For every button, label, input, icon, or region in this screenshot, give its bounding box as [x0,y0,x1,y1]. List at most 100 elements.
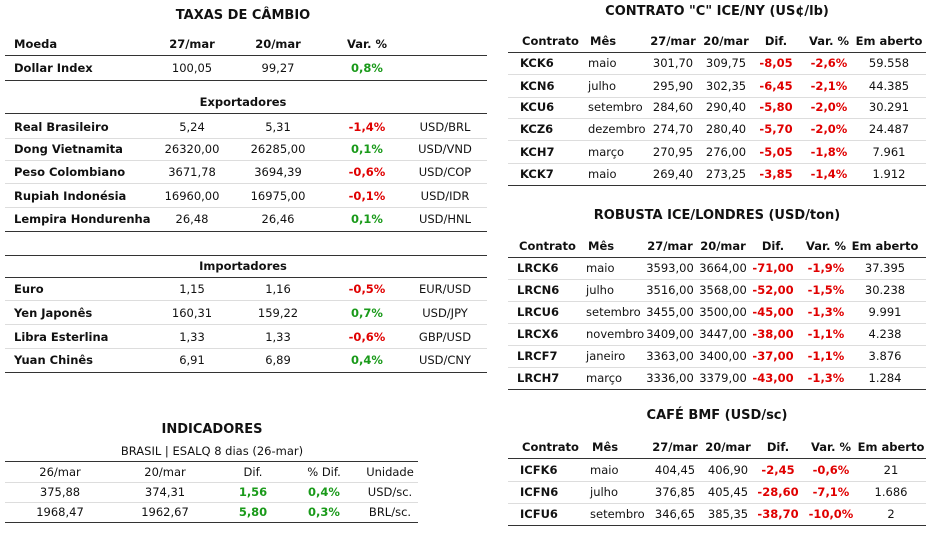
rule [5,207,487,208]
cell: -38,00 [752,327,794,341]
cell: GBP/USD [418,330,472,344]
cell: -1,1% [807,349,845,363]
cell: 3568,00 [699,283,747,297]
cell: setembro [590,507,645,521]
cell: USD/JPY [422,306,468,320]
cell: 3516,00 [646,283,694,297]
row-label: Dong Vietnamita [14,142,123,156]
row-label: KCZ6 [520,122,554,136]
cell: março [588,145,625,159]
cell: -0,5% [348,282,386,296]
rule [5,348,487,349]
column-header: 27/mar [652,440,698,454]
cell: 3379,00 [699,371,747,385]
cell: USD/HNL [418,212,472,226]
rule [508,345,926,346]
cell: 290,40 [705,100,747,114]
rule [508,257,926,258]
cell: 0,4% [308,485,340,499]
cell: BRL/sc. [368,505,412,519]
cell: julho [588,79,617,93]
cell: 160,31 [171,306,213,320]
cell: 1,16 [265,282,291,296]
column-header: Em aberto [855,34,923,48]
column-header: Mês [588,239,615,253]
row-label: LRCK6 [517,261,559,275]
row-label: Dollar Index [14,61,93,75]
column-header: 20/mar [144,465,186,479]
row-label: Yuan Chinês [14,353,94,367]
cell: 269,40 [652,167,694,181]
cell: -71,00 [752,261,794,275]
cell: 0,3% [308,505,340,519]
cell: 7.961 [872,145,906,159]
cell: 99,27 [261,61,295,75]
cell: 274,70 [652,122,694,136]
column-header: Dif. [761,239,785,253]
rule [5,113,487,114]
cell: 375,88 [39,485,81,499]
cell: 270,95 [652,145,694,159]
column-header: Moeda [14,37,58,51]
cell: 1,15 [179,282,205,296]
section-title: CAFÉ BMF (USD/sc) [646,408,788,423]
cell: USD/sc. [367,485,413,499]
rule [5,372,487,373]
cell: USD/IDR [420,189,470,203]
cell: 21 [883,463,899,477]
cell: 0,8% [351,61,383,75]
cell: 1,33 [179,330,205,344]
cell: 5,24 [179,120,205,134]
rule [5,80,487,81]
rule [508,118,926,119]
cell: 3455,00 [646,305,694,319]
cell: 159,22 [257,306,299,320]
rule [5,324,487,325]
cell: 0,4% [351,353,383,367]
row-label: KCK7 [520,167,554,181]
cell: -2,1% [810,79,848,93]
rule [508,367,926,368]
cell: -1,9% [807,261,845,275]
column-header: Dif. [766,440,790,454]
row-label: Libra Esterlina [14,330,109,344]
cell: 26320,00 [164,142,220,156]
cell: -0,1% [348,189,386,203]
rule [508,503,926,504]
rule [5,461,418,462]
row-label: ICFU6 [520,507,558,521]
column-header: Contrato [519,239,576,253]
cell: 37.395 [864,261,906,275]
cell: 1.912 [872,167,906,181]
cell: -1,4% [348,120,386,134]
column-header: 27/mar [650,34,696,48]
cell: julho [590,485,619,499]
cell: -1,3% [807,371,845,385]
cell: 385,35 [707,507,749,521]
cell: -43,00 [752,371,794,385]
row-label: Rupiah Indonésia [14,189,127,203]
cell: 406,90 [707,463,749,477]
rule [508,481,926,482]
cell: -28,60 [757,485,799,499]
cell: -7,1% [812,485,850,499]
cell: -0,6% [348,165,386,179]
row-label: LRCF7 [517,349,558,363]
column-header: Mês [590,34,617,48]
cell: 405,45 [707,485,749,499]
cell: -45,00 [752,305,794,319]
column-header: % Dif. [307,465,341,479]
rule [508,140,926,141]
cell: 301,70 [652,56,694,70]
cell: -1,5% [807,283,845,297]
cell: março [586,371,623,385]
rule [5,502,418,503]
cell: 26285,00 [250,142,306,156]
row-label: Lempira Hondurenha [14,212,151,226]
row-label: ICFN6 [520,485,559,499]
cell: -5,70 [759,122,793,136]
cell: 6,91 [179,353,205,367]
column-header: Var. % [811,440,851,454]
row-label: KCU6 [520,100,555,114]
